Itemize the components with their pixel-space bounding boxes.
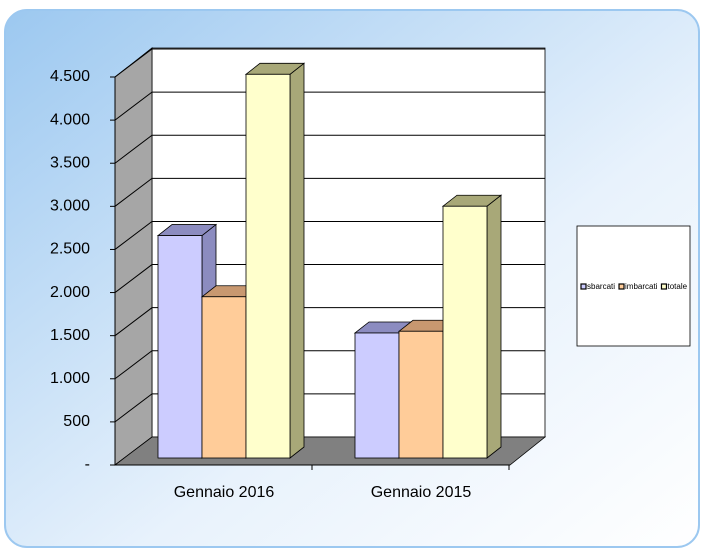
legend-label: imbarcati <box>625 282 658 291</box>
bar-front <box>442 205 488 459</box>
legend-label: totale <box>667 282 687 291</box>
grid-line <box>114 48 545 78</box>
bar-side <box>289 62 305 459</box>
y-tick-label: 2.500 <box>50 241 90 258</box>
y-tick-label: 1.500 <box>50 327 90 344</box>
grid-line <box>114 134 545 164</box>
y-tick-label: 1.000 <box>50 370 90 387</box>
grid-line <box>114 177 545 207</box>
legend-swatch <box>660 283 668 290</box>
y-tick-label: 3.500 <box>50 154 90 171</box>
y-tick-label: 4.000 <box>50 111 90 128</box>
bar-front <box>201 296 247 459</box>
bar-front <box>157 235 203 459</box>
bar-side <box>486 194 502 459</box>
y-tick-label: - <box>85 456 90 473</box>
legend-swatch <box>618 283 625 290</box>
y-tick-label: 4.500 <box>50 68 90 85</box>
legend-label: sbarcati <box>587 282 615 291</box>
y-tick-label: 500 <box>63 413 90 430</box>
bar <box>244 62 306 459</box>
grid-line <box>114 307 545 337</box>
y-tick-label: 3.000 <box>50 198 90 215</box>
bar-front <box>354 332 400 459</box>
grid-line <box>114 220 545 250</box>
y-tick-label: 2.000 <box>50 284 90 301</box>
x-tick-label: Gennaio 2015 <box>371 484 472 501</box>
x-tick-label: Gennaio 2016 <box>174 484 275 501</box>
side-wall <box>114 47 153 466</box>
legend-swatch <box>580 283 587 290</box>
grid-line <box>114 264 545 293</box>
bar-front <box>398 330 444 459</box>
legend <box>576 225 691 347</box>
bar <box>441 194 503 459</box>
bar-front <box>245 73 291 459</box>
grid-line <box>114 91 545 121</box>
